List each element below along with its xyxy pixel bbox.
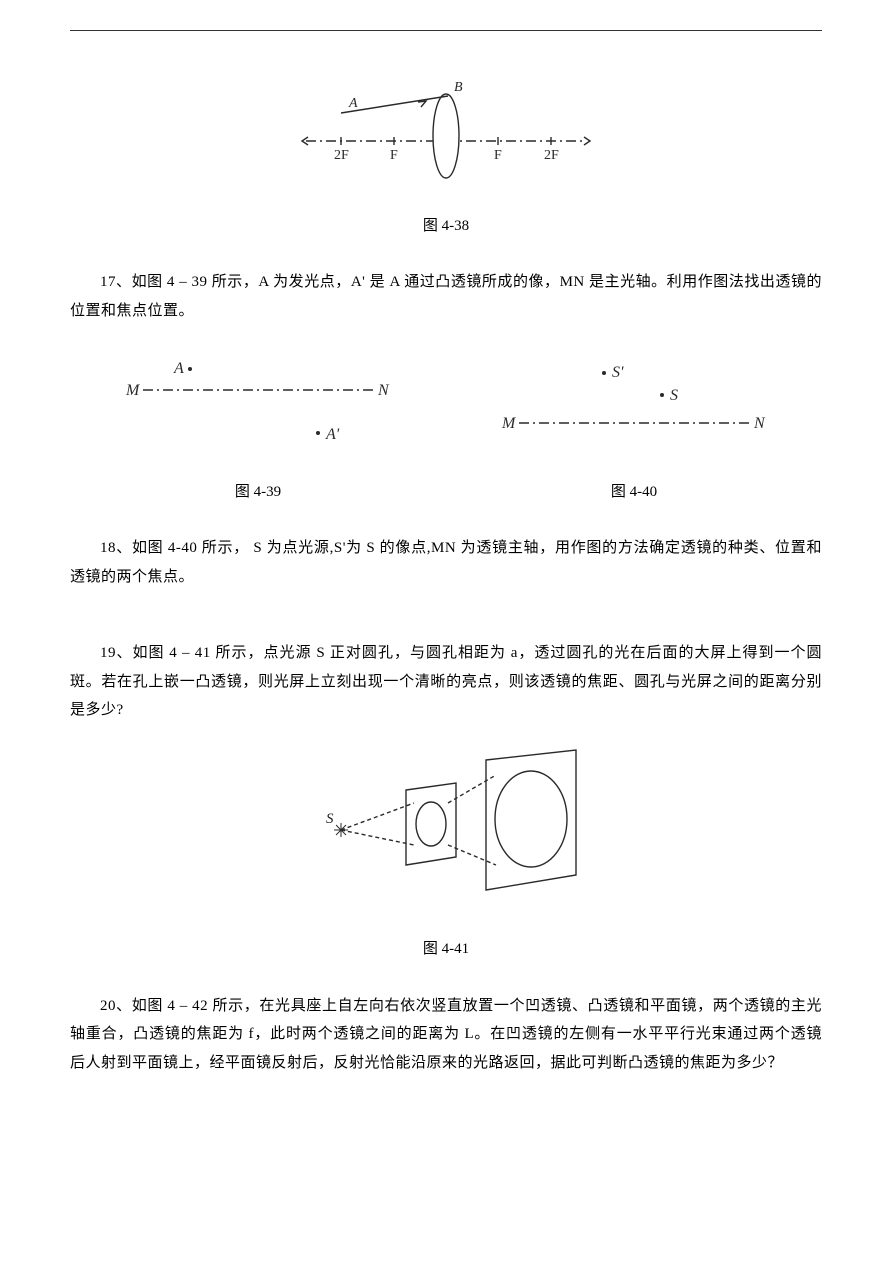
figure-4-39: A M N A' [70, 345, 446, 466]
fig40-label-N: N [753, 415, 766, 432]
fig38-label-2F-left: 2F [334, 148, 349, 163]
fig41-svg: S [296, 745, 596, 905]
fig41-label-S: S [326, 811, 334, 827]
captions-39-40: 图 4-39 图 4-40 [70, 478, 822, 507]
fig38-label-A: A [348, 96, 358, 111]
fig41-caption: 图 4-41 [70, 935, 822, 964]
page-top-rule [70, 30, 822, 31]
figure-4-41: S [70, 745, 822, 916]
fig40-label-M: M [501, 415, 517, 432]
fig38-label-F-right: F [494, 148, 502, 163]
fig40-label-Sp: S' [612, 364, 624, 381]
figure-4-38: A B 2F F F 2F [70, 71, 822, 192]
spacer [70, 609, 822, 633]
fig39-label-N: N [377, 382, 390, 399]
fig39-label-Ap: A' [325, 426, 340, 443]
fig40-caption: 图 4-40 [446, 478, 822, 507]
figure-4-40: S' S M N [446, 345, 822, 466]
fig39-caption: 图 4-39 [70, 478, 446, 507]
problem-17: 17、如图 4 – 39 所示，A 为发光点，A' 是 A 通过凸透镜所成的像，… [70, 268, 822, 325]
problem-20: 20、如图 4 – 42 所示，在光具座上自左向右依次竖直放置一个凹透镜、凸透镜… [70, 992, 822, 1078]
fig38-label-B: B [454, 80, 463, 95]
fig39-label-A: A [173, 360, 184, 377]
problem-19: 19、如图 4 – 41 所示，点光源 S 正对圆孔，与圆孔相距为 a，透过圆孔… [70, 639, 822, 725]
fig39-label-M: M [125, 382, 141, 399]
fig40-svg: S' S M N [484, 345, 784, 455]
fig40-label-S: S [670, 387, 678, 404]
problem-18: 18、如图 4-40 所示， S 为点光源,S'为 S 的像点,MN 为透镜主轴… [70, 534, 822, 591]
figures-39-40-row: A M N A' S' S M N [70, 345, 822, 466]
fig39-svg: A M N A' [108, 345, 408, 455]
fig38-label-2F-right: 2F [544, 148, 559, 163]
fig38-svg: A B 2F F F 2F [286, 71, 606, 181]
fig38-caption: 图 4-38 [70, 212, 822, 241]
fig38-label-F-left: F [390, 148, 398, 163]
